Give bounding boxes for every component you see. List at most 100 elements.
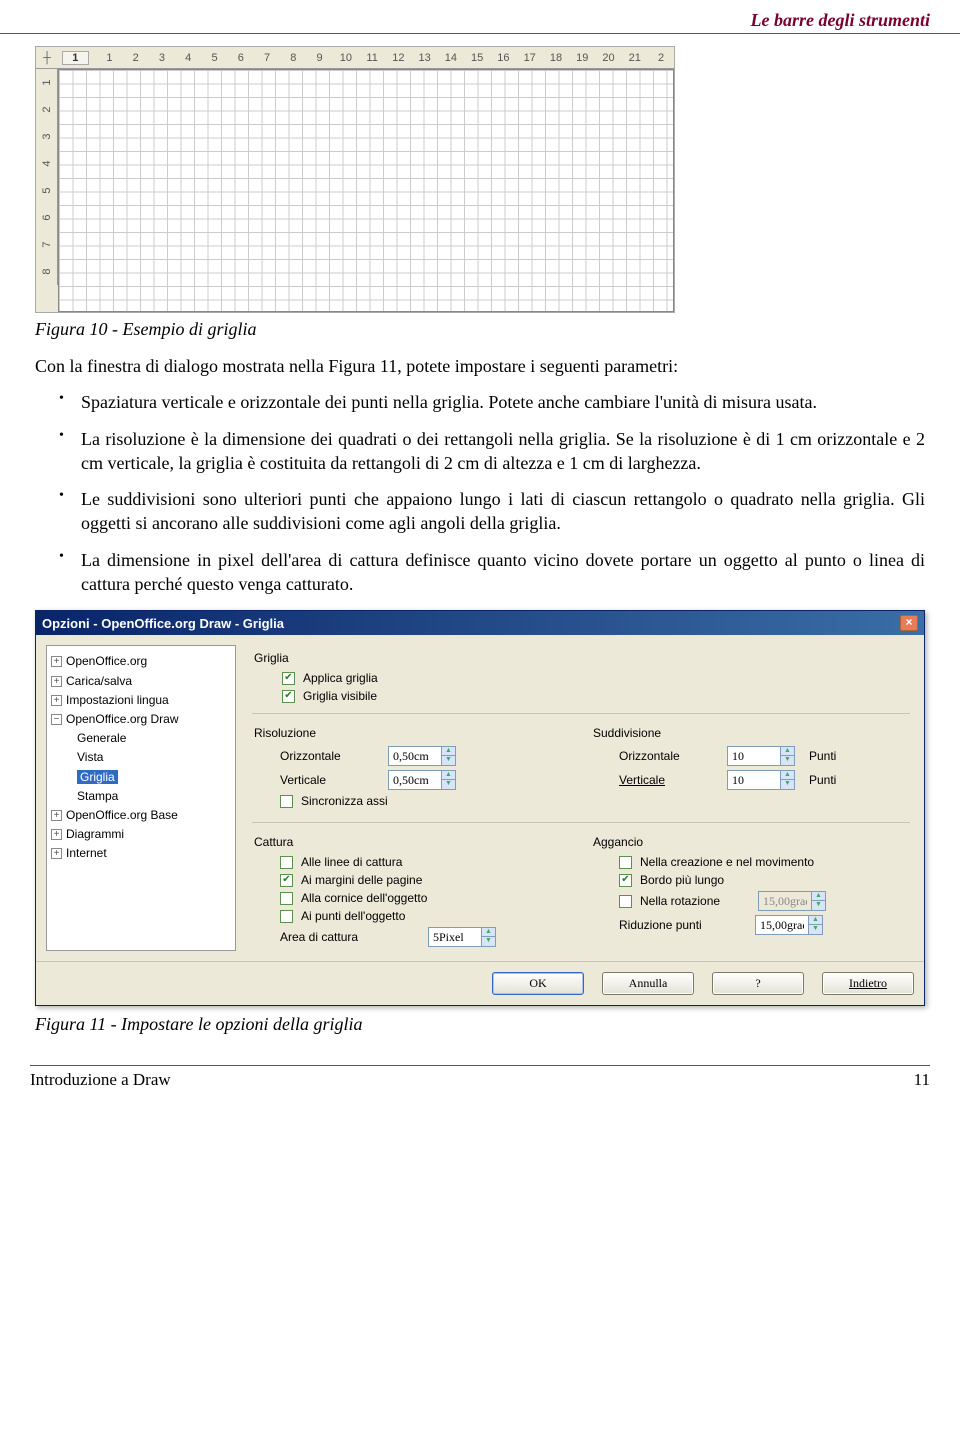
spin-ris-verticale[interactable]: ▲▼ xyxy=(388,770,456,790)
page-header: Le barre degli strumenti xyxy=(0,0,960,34)
chevron-up-icon[interactable]: ▲ xyxy=(808,916,822,925)
indietro-button[interactable]: Indietro xyxy=(822,972,914,995)
dialog-button-row: OK Annulla ? Indietro xyxy=(36,961,924,1005)
plus-icon[interactable]: + xyxy=(51,810,62,821)
checkbox-bordo-lungo[interactable]: Bordo più lungo xyxy=(619,873,910,887)
page-number: 11 xyxy=(914,1070,930,1090)
tree-child[interactable]: Vista xyxy=(77,748,231,767)
figure-10-grid-example: ┼ 1 1 2 3 4 5 6 7 8 9 10 11 12 13 14 15 … xyxy=(35,46,675,313)
checkbox-alle-linee[interactable]: Alle linee di cattura xyxy=(280,855,571,869)
tree-child[interactable]: Stampa xyxy=(77,787,231,806)
figure-10-caption: Figura 10 - Esempio di griglia xyxy=(35,319,925,340)
checkbox-nella-rotazione[interactable]: Nella rotazione ▲▼ xyxy=(619,891,910,911)
checkbox-icon[interactable] xyxy=(280,795,293,808)
checkbox-icon[interactable] xyxy=(282,672,295,685)
checkbox-nella-creazione[interactable]: Nella creazione e nel movimento xyxy=(619,855,910,869)
help-button[interactable]: ? xyxy=(712,972,804,995)
ruler-indent-marker: 1 xyxy=(62,51,89,65)
tree-node[interactable]: +Carica/salva xyxy=(51,672,231,691)
checkbox-sincronizza[interactable]: Sincronizza assi xyxy=(280,794,571,808)
chevron-up-icon[interactable]: ▲ xyxy=(481,928,495,937)
chevron-up-icon[interactable]: ▲ xyxy=(441,771,455,780)
label-orizzontale: Orizzontale xyxy=(280,749,380,763)
figure-11-caption: Figura 11 - Impostare le opzioni della g… xyxy=(35,1014,925,1035)
group-cattura-label: Cattura xyxy=(254,835,571,849)
checkbox-icon[interactable] xyxy=(280,892,293,905)
tree-node[interactable]: +OpenOffice.org Base xyxy=(51,806,231,825)
page-footer: Introduzione a Draw 11 xyxy=(30,1065,930,1090)
bullet-item: La risoluzione è la dimensione dei quadr… xyxy=(55,427,925,476)
checkbox-icon[interactable] xyxy=(280,910,293,923)
tree-node[interactable]: −OpenOffice.org Draw xyxy=(51,710,231,729)
tree-node[interactable]: +Impostazioni lingua xyxy=(51,691,231,710)
chevron-up-icon[interactable]: ▲ xyxy=(780,747,794,756)
chevron-down-icon[interactable]: ▼ xyxy=(780,780,794,789)
tree-node[interactable]: +Internet xyxy=(51,844,231,863)
group-risoluzione-label: Risoluzione xyxy=(254,726,571,740)
group-suddivisione-label: Suddivisione xyxy=(593,726,910,740)
checkbox-applica-griglia[interactable]: Applica griglia xyxy=(282,671,910,685)
spin-ris-orizzontale[interactable]: ▲▼ xyxy=(388,746,456,766)
ok-button[interactable]: OK xyxy=(492,972,584,995)
checkbox-icon[interactable] xyxy=(619,895,632,908)
label-area-cattura: Area di cattura xyxy=(280,930,420,944)
spin-sud-verticale[interactable]: ▲▼ xyxy=(727,770,795,790)
minus-icon[interactable]: − xyxy=(51,714,62,725)
plus-icon[interactable]: + xyxy=(51,656,62,667)
chevron-down-icon[interactable]: ▼ xyxy=(441,780,455,789)
tree-node[interactable]: +OpenOffice.org xyxy=(51,652,231,671)
tree-child-selected[interactable]: Griglia xyxy=(77,768,231,787)
unit-label: Punti xyxy=(809,773,836,787)
checkbox-icon[interactable] xyxy=(619,874,632,887)
ruler-origin-icon: ┼ xyxy=(36,52,58,64)
unit-label: Punti xyxy=(809,749,836,763)
horizontal-ruler: ┼ 1 1 2 3 4 5 6 7 8 9 10 11 12 13 14 15 … xyxy=(36,47,674,69)
checkbox-ai-margini[interactable]: Ai margini delle pagine xyxy=(280,873,571,887)
options-tree[interactable]: +OpenOffice.org +Carica/salva +Impostazi… xyxy=(46,645,236,951)
plus-icon[interactable]: + xyxy=(51,848,62,859)
vertical-ruler: 1 2 3 4 5 6 7 8 xyxy=(36,69,58,285)
intro-paragraph: Con la finestra di dialogo mostrata nell… xyxy=(35,354,925,378)
spin-sud-orizzontale[interactable]: ▲▼ xyxy=(727,746,795,766)
checkbox-icon[interactable] xyxy=(619,856,632,869)
chevron-up-icon[interactable]: ▲ xyxy=(441,747,455,756)
plus-icon[interactable]: + xyxy=(51,695,62,706)
plus-icon[interactable]: + xyxy=(51,676,62,687)
dialog-titlebar: Opzioni - OpenOffice.org Draw - Griglia … xyxy=(36,611,924,635)
label-riduzione-punti: Riduzione punti xyxy=(619,918,747,932)
chevron-down-icon[interactable]: ▼ xyxy=(780,756,794,765)
bullet-item: Spaziatura verticale e orizzontale dei p… xyxy=(55,390,925,414)
tree-child[interactable]: Generale xyxy=(77,729,231,748)
checkbox-griglia-visibile[interactable]: Griglia visibile xyxy=(282,689,910,703)
drawing-grid-area xyxy=(58,69,674,312)
options-dialog: Opzioni - OpenOffice.org Draw - Griglia … xyxy=(35,610,925,1006)
checkbox-icon[interactable] xyxy=(280,856,293,869)
label-verticale: Verticale xyxy=(619,773,719,787)
footer-left: Introduzione a Draw xyxy=(30,1070,171,1090)
chevron-up-icon[interactable]: ▲ xyxy=(780,771,794,780)
bullet-list: Spaziatura verticale e orizzontale dei p… xyxy=(55,390,925,596)
bullet-item: Le suddivisioni sono ulteriori punti che… xyxy=(55,487,925,536)
tree-node[interactable]: +Diagrammi xyxy=(51,825,231,844)
label-orizzontale: Orizzontale xyxy=(619,749,719,763)
chevron-down-icon[interactable]: ▼ xyxy=(481,937,495,946)
chevron-down-icon: ▼ xyxy=(811,901,825,910)
chevron-down-icon[interactable]: ▼ xyxy=(441,756,455,765)
checkbox-alla-cornice[interactable]: Alla cornice dell'oggetto xyxy=(280,891,571,905)
bullet-item: La dimensione in pixel dell'area di catt… xyxy=(55,548,925,597)
spin-riduzione[interactable]: ▲▼ xyxy=(755,915,823,935)
plus-icon[interactable]: + xyxy=(51,829,62,840)
checkbox-ai-punti[interactable]: Ai punti dell'oggetto xyxy=(280,909,571,923)
label-verticale: Verticale xyxy=(280,773,380,787)
checkbox-icon[interactable] xyxy=(280,874,293,887)
close-icon[interactable]: × xyxy=(900,615,918,631)
chevron-down-icon[interactable]: ▼ xyxy=(808,925,822,934)
group-griglia-label: Griglia xyxy=(254,651,910,665)
spin-rotazione: ▲▼ xyxy=(758,891,826,911)
dialog-title: Opzioni - OpenOffice.org Draw - Griglia xyxy=(42,616,284,631)
spin-area-cattura[interactable]: ▲▼ xyxy=(428,927,496,947)
checkbox-icon[interactable] xyxy=(282,690,295,703)
chevron-up-icon: ▲ xyxy=(811,892,825,901)
annulla-button[interactable]: Annulla xyxy=(602,972,694,995)
group-aggancio-label: Aggancio xyxy=(593,835,910,849)
